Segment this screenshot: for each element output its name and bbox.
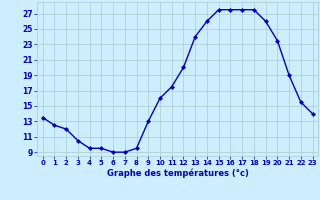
X-axis label: Graphe des températures (°c): Graphe des températures (°c) (107, 169, 249, 178)
